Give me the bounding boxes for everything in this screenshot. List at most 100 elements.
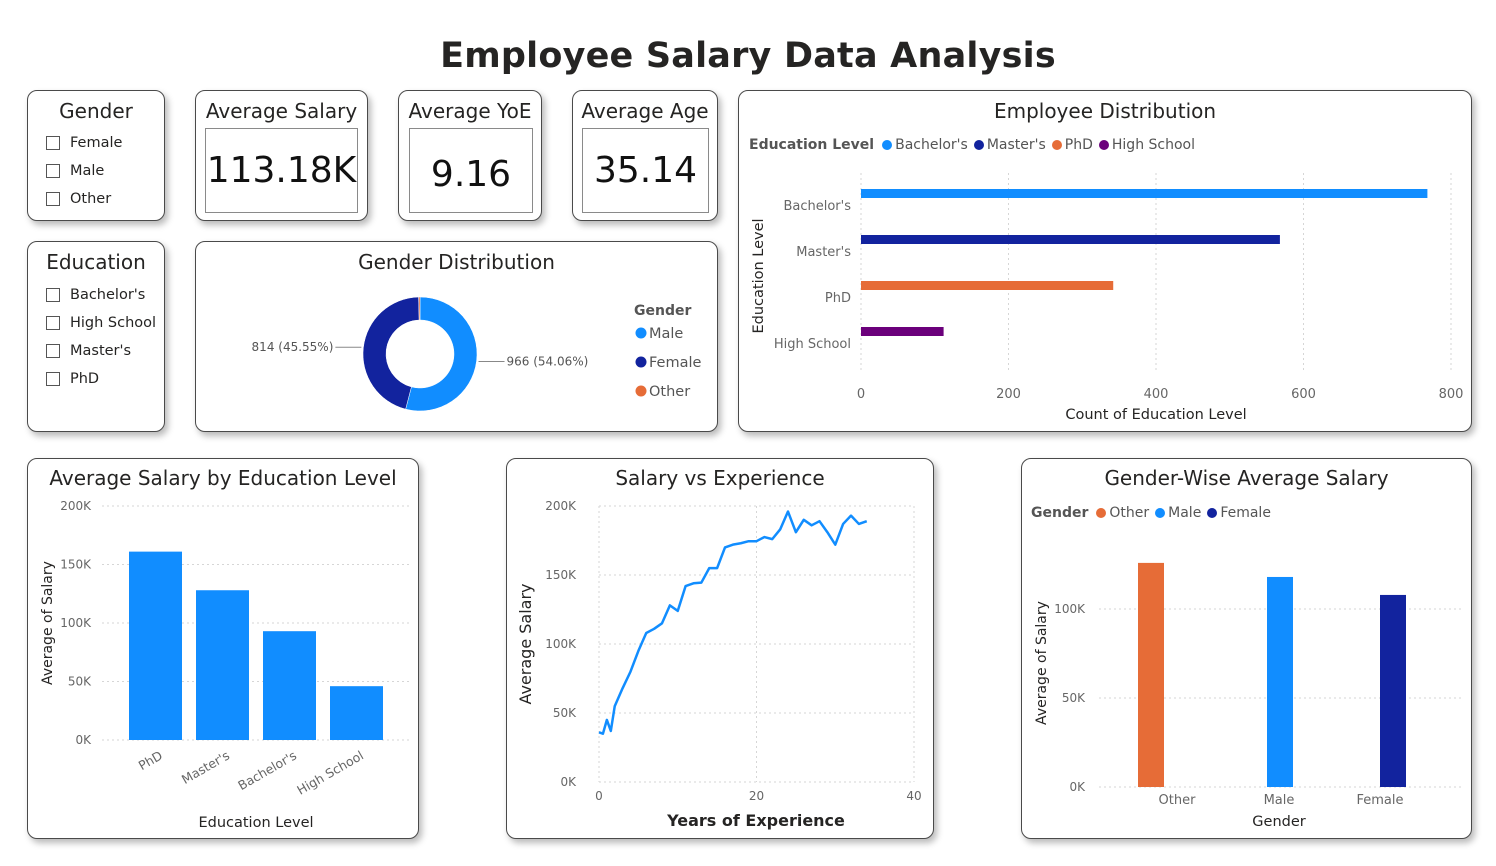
gender-option-label: Female [70, 135, 123, 151]
x-tick-label: Female [1356, 793, 1403, 808]
kpi-value: 35.14 [582, 128, 709, 213]
legend-item-high-school[interactable]: High School [1098, 137, 1195, 153]
x-axis-label: Education Level [198, 815, 313, 831]
employee-distribution-card: Employee Distribution Education Level Ba… [738, 90, 1472, 432]
gender-slicer: Gender Female Male Other [27, 90, 165, 221]
legend-item-bachelors[interactable]: Bachelor's [882, 137, 968, 153]
legend-item-female[interactable]: Female [1207, 505, 1271, 521]
checkbox-icon[interactable] [46, 316, 60, 330]
gender-option-label: Other [70, 191, 112, 207]
gender-slicer-title: Gender [59, 99, 133, 123]
education-option-masters[interactable]: Master's [46, 337, 156, 365]
legend-item-other[interactable]: Other [1096, 505, 1149, 521]
series-line [598, 510, 868, 735]
bar-high-school [330, 686, 383, 740]
legend-item-male[interactable]: Male [1155, 505, 1201, 521]
bar-female [1380, 594, 1406, 787]
legend-title: Education Level [749, 137, 875, 153]
legend-dot-icon [1155, 508, 1166, 518]
legend-label: Bachelor's [895, 137, 968, 153]
y-tick-label: 100K [60, 616, 92, 630]
legend-dot-icon [1096, 508, 1107, 518]
chart-legend: Education Level Bachelor's Master's PhD … [749, 137, 1201, 153]
bar-other [1138, 562, 1164, 787]
x-tick-label: 0 [857, 387, 865, 402]
legend-item-phd[interactable]: PhD [1051, 137, 1093, 153]
education-option-high-school[interactable]: High School [46, 309, 156, 337]
legend-label: Female [649, 355, 702, 371]
data-label: 814 (45.55%) [252, 340, 334, 354]
y-tick-label: 100K [1054, 602, 1086, 616]
x-axis-label: Count of Education Level [1065, 407, 1246, 423]
x-tick-label: 40 [906, 789, 921, 803]
bar-master-s [861, 235, 1280, 244]
education-option-bachelors[interactable]: Bachelor's [46, 281, 156, 309]
checkbox-icon[interactable] [46, 136, 60, 150]
legend-label: Other [649, 384, 690, 400]
x-tick-label: 200 [996, 387, 1021, 402]
gender-option-other[interactable]: Other [46, 185, 122, 213]
gender-option-label: Male [70, 163, 105, 179]
y-axis-label: Average of Salary [40, 561, 56, 685]
kpi-average-salary: Average Salary 113.18K [195, 90, 368, 221]
chart-title: Average Salary by Education Level [49, 466, 397, 490]
y-tick-label: PhD [825, 291, 851, 306]
y-tick-label: 50K [1062, 691, 1086, 705]
x-tick-label: Master's [179, 748, 232, 787]
legend-label: PhD [1064, 137, 1093, 153]
kpi-average-yoe: Average YoE 9.16 [398, 90, 542, 221]
kpi-value: 9.16 [409, 128, 533, 213]
gender-option-female[interactable]: Female [46, 129, 122, 157]
education-option-label: PhD [70, 371, 100, 387]
y-tick-label: Master's [796, 245, 851, 260]
kpi-average-age: Average Age 35.14 [572, 90, 718, 221]
gender-option-male[interactable]: Male [46, 157, 122, 185]
y-tick-label: 50K [553, 706, 577, 720]
y-tick-label: 50K [68, 675, 92, 689]
donut-slice-other [418, 296, 421, 321]
education-option-label: Bachelor's [70, 287, 146, 303]
y-axis-label: Average Salary [516, 583, 535, 704]
y-axis-label: Average of Salary [1034, 601, 1050, 725]
y-tick-label: 150K [60, 558, 92, 572]
x-tick-label: PhD [136, 748, 165, 774]
bar-phd [861, 281, 1114, 290]
legend-dot-icon [635, 385, 647, 397]
education-option-label: High School [70, 315, 157, 331]
bar-male [1267, 576, 1293, 787]
x-tick-label: Male [1264, 793, 1295, 808]
education-slicer-title: Education [46, 250, 146, 274]
y-tick-label: 200K [60, 499, 92, 513]
y-axis-label: Education Level [751, 218, 767, 333]
y-tick-label: 100K [545, 637, 577, 651]
y-tick-label: 0K [75, 733, 92, 747]
x-tick-label: 800 [1439, 387, 1464, 402]
checkbox-icon[interactable] [46, 288, 60, 302]
y-tick-label: 0K [560, 775, 577, 789]
x-tick-label: 400 [1144, 387, 1169, 402]
education-option-phd[interactable]: PhD [46, 365, 156, 393]
data-label: 966 (54.06%) [507, 354, 589, 368]
bar-bachelor-s [263, 631, 316, 740]
x-tick-label: 20 [749, 789, 764, 803]
checkbox-icon[interactable] [46, 372, 60, 386]
y-tick-label: High School [774, 337, 851, 352]
chart-title: Gender Distribution [358, 250, 555, 274]
legend-label: Male [1168, 505, 1202, 521]
salary-by-education-chart: 0K 50K 100K 150K 200K PhD Master's Bachelor'sHi… [40, 499, 410, 831]
kpi-label: Average Salary [205, 99, 358, 123]
checkbox-icon[interactable] [46, 192, 60, 206]
checkbox-icon[interactable] [46, 344, 60, 358]
legend-dot-icon [882, 140, 893, 150]
checkbox-icon[interactable] [46, 164, 60, 178]
legend-dot-icon [1051, 140, 1062, 150]
legend-label: Female [1220, 505, 1271, 521]
legend-label: Master's [986, 137, 1046, 153]
gender-distribution-card: Gender Distribution 966 (54.06%) 814 (45.… [195, 241, 718, 432]
y-tick-label: 200K [545, 499, 577, 513]
legend-item-masters[interactable]: Master's [973, 137, 1046, 153]
bar-master-s [196, 590, 249, 740]
legend-dot-icon [1098, 140, 1109, 150]
chart-title: Employee Distribution [993, 99, 1217, 123]
legend-label: Other [1109, 505, 1150, 521]
